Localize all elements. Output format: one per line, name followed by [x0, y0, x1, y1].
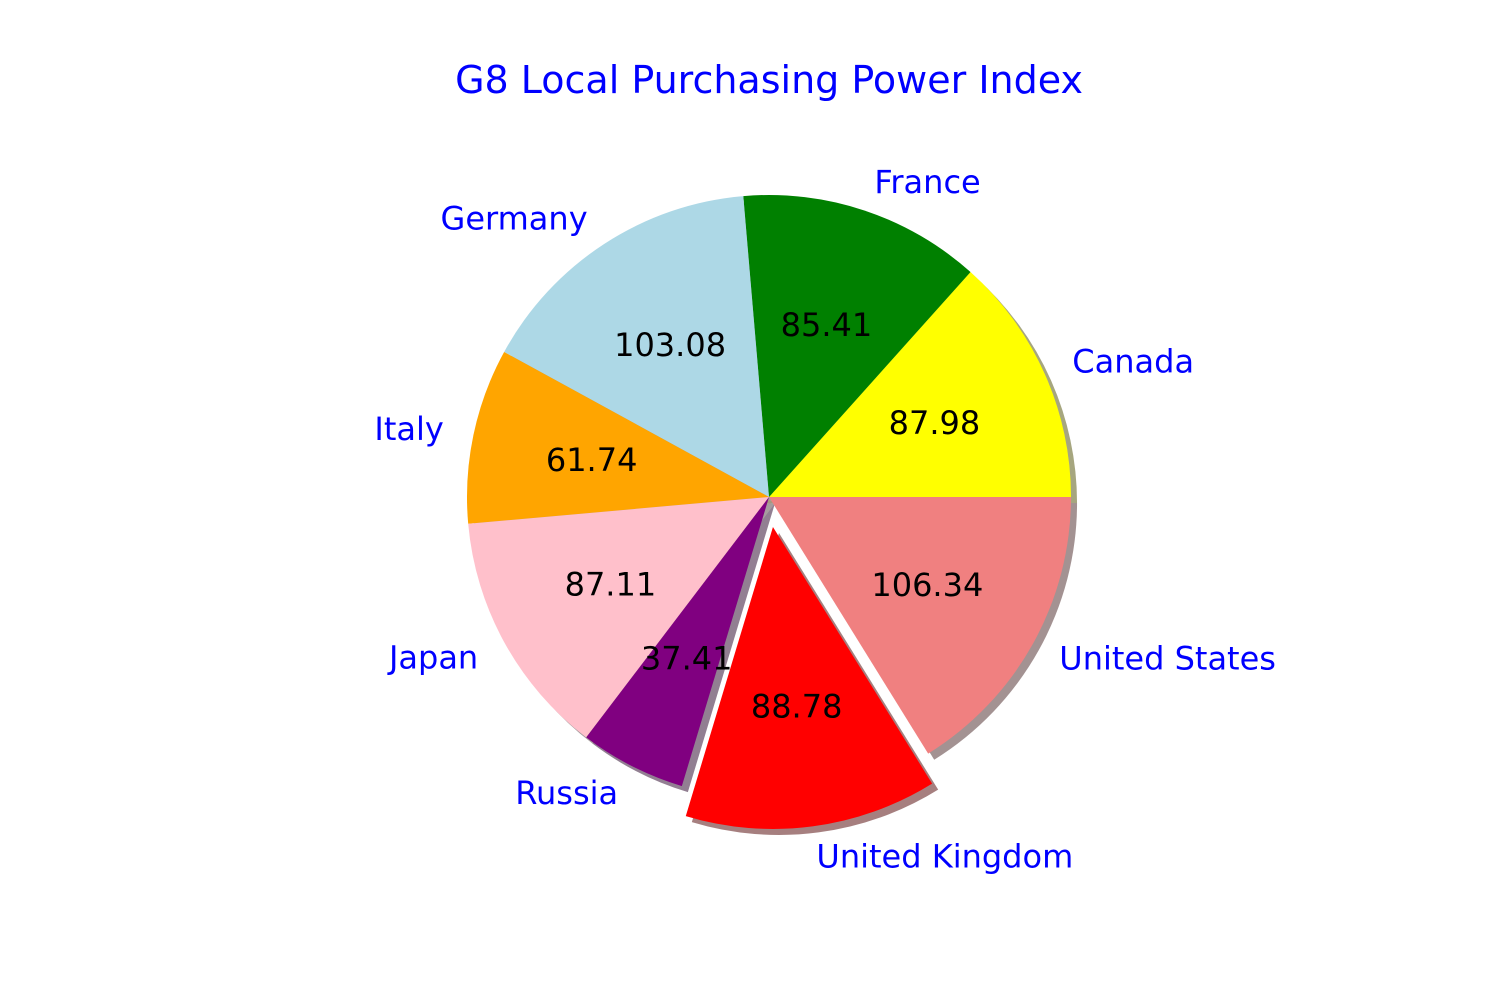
slice-italy	[467, 351, 769, 524]
value-japan: 87.11	[565, 566, 657, 604]
slice-france	[743, 195, 971, 498]
label-united-kingdom: United Kingdom	[816, 837, 1073, 875]
pie-wedges	[467, 195, 1071, 829]
value-italy: 61.74	[546, 441, 638, 479]
value-united-kingdom: 88.78	[751, 688, 843, 726]
label-united-states: United States	[1059, 640, 1276, 678]
label-france: France	[874, 163, 980, 201]
slice-japan	[468, 497, 769, 738]
slice-russia	[586, 497, 769, 787]
label-italy: Italy	[374, 410, 443, 448]
value-france: 85.41	[781, 306, 873, 344]
label-japan: Japan	[387, 639, 478, 677]
value-canada: 87.98	[889, 404, 981, 442]
label-germany: Germany	[441, 200, 588, 238]
label-canada: Canada	[1072, 342, 1194, 380]
slice-united-kingdom	[685, 526, 933, 829]
slice-canada	[769, 272, 1071, 497]
chart-title: G8 Local Purchasing Power Index	[455, 58, 1083, 102]
value-united-states: 106.34	[871, 566, 983, 604]
slice-germany	[504, 196, 769, 498]
value-russia: 37.41	[641, 639, 733, 677]
slice-united-states	[769, 497, 1071, 754]
label-russia: Russia	[515, 774, 618, 812]
value-germany: 103.08	[614, 326, 726, 364]
pie-labels: Canada 87.98 France 85.41 Germany 103.08 Italy…	[374, 163, 1276, 875]
